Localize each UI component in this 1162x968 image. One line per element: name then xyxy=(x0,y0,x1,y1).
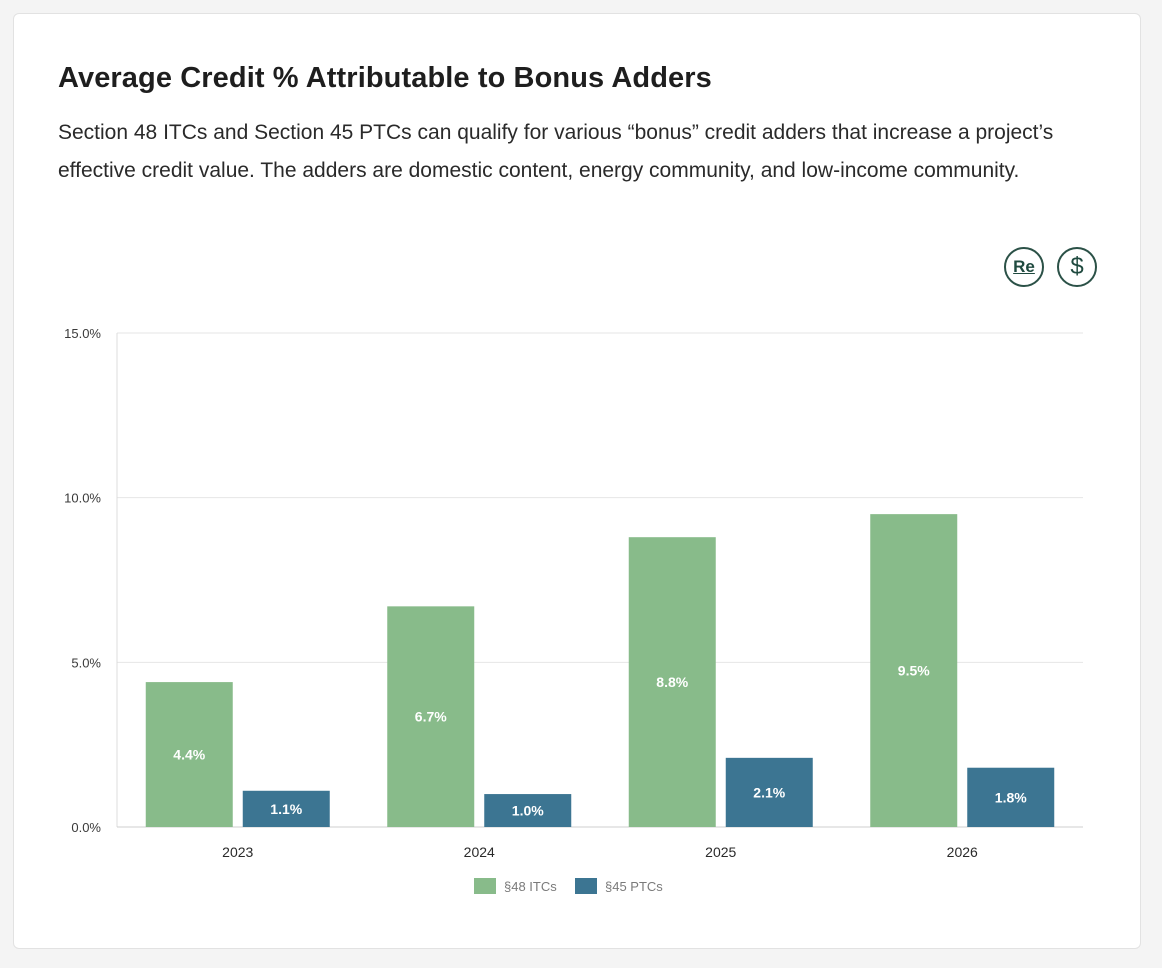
y-tick-label: 0.0% xyxy=(71,820,101,835)
legend-label: §48 ITCs xyxy=(504,879,557,894)
x-tick-label: 2025 xyxy=(705,844,736,860)
x-tick-label: 2024 xyxy=(464,844,495,860)
bar--48-itcs-2023[interactable] xyxy=(145,682,233,827)
dollar-icon[interactable]: $ xyxy=(1057,247,1097,287)
bar--45-ptcs-2024[interactable] xyxy=(484,794,572,827)
bar-data-label: 6.7% xyxy=(415,709,447,725)
bar-data-label: 8.8% xyxy=(656,674,688,690)
bar-data-label: 1.1% xyxy=(270,801,302,817)
bar-data-label: 1.8% xyxy=(995,789,1027,805)
re-icon[interactable]: Re xyxy=(1004,247,1044,287)
bar--48-itcs-2025[interactable] xyxy=(628,537,716,827)
bar-data-label: 9.5% xyxy=(898,663,930,679)
x-tick-label: 2023 xyxy=(222,844,253,860)
y-tick-label: 15.0% xyxy=(64,326,101,341)
page-title: Average Credit % Attributable to Bonus A… xyxy=(58,62,712,94)
bar--48-itcs-2026[interactable] xyxy=(870,514,958,827)
legend-swatch xyxy=(474,878,496,894)
legend-swatch xyxy=(575,878,597,894)
bar--45-ptcs-2025[interactable] xyxy=(725,757,813,827)
bar--45-ptcs-2026[interactable] xyxy=(967,767,1055,827)
x-tick-label: 2026 xyxy=(947,844,978,860)
y-tick-label: 10.0% xyxy=(64,491,101,506)
bar-data-label: 4.4% xyxy=(173,747,205,763)
bar--48-itcs-2024[interactable] xyxy=(387,606,475,827)
re-icon-label: Re xyxy=(1013,257,1035,276)
legend-label: §45 PTCs xyxy=(605,879,663,894)
chart-description: Section 48 ITCs and Section 45 PTCs can … xyxy=(58,121,1054,182)
bar--45-ptcs-2023[interactable] xyxy=(242,790,330,827)
bar-data-label: 1.0% xyxy=(512,803,544,819)
dollar-icon-label: $ xyxy=(1070,253,1084,280)
y-tick-label: 5.0% xyxy=(71,655,101,670)
bar-data-label: 2.1% xyxy=(753,784,785,800)
